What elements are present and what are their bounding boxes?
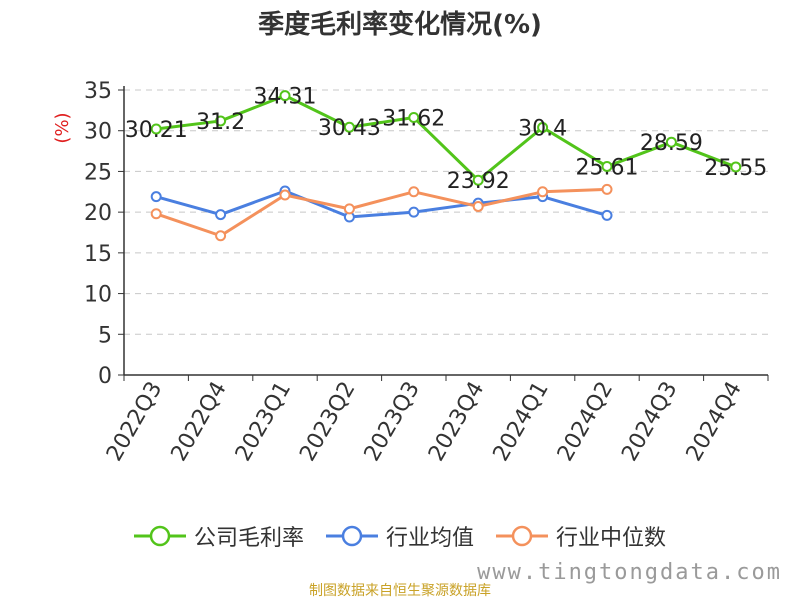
data-label: 34.31	[254, 85, 317, 110]
data-point	[408, 112, 420, 124]
watermark: www.tingtongdata.com	[477, 560, 782, 585]
series-line	[156, 94, 737, 182]
data-point	[408, 206, 420, 218]
x-tick-label: 2024Q2	[553, 378, 618, 466]
y-tick-label: 10	[84, 283, 112, 308]
legend-label: 行业中位数	[556, 526, 667, 551]
legend-item: 行业中位数	[496, 520, 666, 552]
x-tick-label: 2023Q3	[360, 378, 425, 466]
data-label: 25.61	[576, 155, 639, 180]
data-point	[150, 123, 162, 135]
y-tick-label: 35	[84, 79, 112, 104]
y-tick-label: 5	[98, 323, 112, 348]
series-line	[155, 189, 608, 219]
x-tick-label: 2023Q2	[295, 378, 360, 466]
data-label: 31.2	[196, 110, 245, 135]
x-tick-label: 2022Q3	[102, 378, 167, 466]
data-point	[150, 208, 162, 220]
x-tick-label: 2024Q4	[682, 378, 747, 466]
y-tick-label: 20	[84, 201, 112, 226]
x-tick-label: 2023Q4	[424, 378, 489, 466]
legend-swatch	[325, 525, 378, 547]
data-point	[537, 186, 549, 198]
x-tick-label: 2023Q1	[231, 378, 296, 466]
legend-item: 公司毛利率	[133, 520, 304, 552]
y-tick-label: 25	[84, 160, 112, 185]
legend-swatch	[133, 525, 186, 547]
data-label: 30.21	[125, 118, 188, 143]
legend-item: 行业均值	[325, 520, 474, 552]
data-point	[665, 136, 677, 148]
data-point	[279, 90, 291, 102]
data-point	[601, 209, 613, 221]
data-label: 25.55	[704, 156, 767, 181]
y-tick-label: 30	[84, 120, 112, 145]
data-point	[601, 160, 613, 172]
legend-swatch	[496, 525, 548, 547]
chart-title: 季度毛利率变化情况(%)	[258, 10, 542, 40]
data-label: 30.4	[518, 116, 567, 141]
series-line	[155, 187, 608, 238]
data-point	[730, 161, 742, 173]
data-point	[215, 115, 227, 127]
data-point	[601, 183, 613, 195]
legend: 公司毛利率 行业均值 行业中位数	[0, 520, 800, 552]
data-label: 31.62	[382, 107, 445, 132]
y-tick-label: 0	[98, 364, 112, 389]
legend-label: 行业均值	[385, 526, 474, 551]
source-note: 制图数据来自恒生聚源数据库	[309, 583, 491, 599]
data-label: 30.43	[318, 116, 381, 141]
data-label: 28.59	[640, 131, 703, 156]
y-tick-label: 15	[84, 242, 112, 267]
data-point	[537, 121, 549, 133]
data-point	[215, 209, 227, 221]
y-axis-label: (%)	[52, 112, 73, 143]
data-point	[472, 174, 484, 186]
data-label: 23.92	[447, 169, 510, 194]
data-point	[279, 189, 291, 201]
data-point	[408, 186, 420, 198]
data-point	[343, 121, 355, 133]
x-tick-label: 2024Q3	[617, 378, 682, 466]
legend-label: 公司毛利率	[193, 526, 304, 551]
data-point	[343, 203, 355, 215]
data-point	[472, 200, 484, 212]
data-point	[215, 230, 227, 242]
data-point	[150, 191, 162, 203]
x-tick-label: 2022Q4	[166, 378, 231, 466]
x-tick-label: 2024Q1	[488, 378, 553, 466]
